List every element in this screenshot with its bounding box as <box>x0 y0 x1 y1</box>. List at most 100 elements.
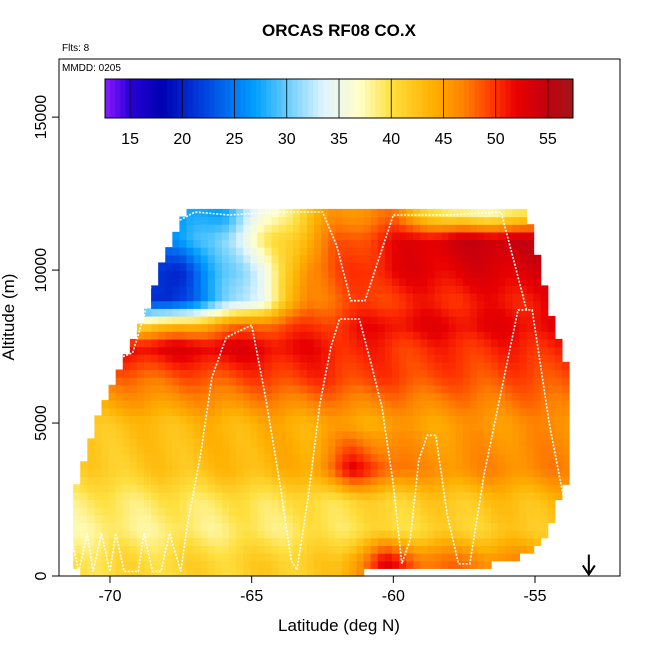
heatmap-cell <box>561 438 570 447</box>
heatmap-cell <box>321 461 329 470</box>
heatmap-cell <box>101 568 110 577</box>
heatmap-cell <box>413 277 421 286</box>
heatmap-cell <box>306 262 315 271</box>
heatmap-cell <box>377 354 386 363</box>
heatmap-cell <box>462 553 471 562</box>
heatmap-cell <box>229 231 237 241</box>
heatmap-cell <box>200 277 209 286</box>
heatmap-cell <box>420 354 428 363</box>
heatmap-cell <box>434 461 443 470</box>
heatmap-cell <box>299 453 308 462</box>
heatmap-cell <box>221 568 230 577</box>
heatmap-cell <box>399 499 407 508</box>
heatmap-cell <box>399 277 407 286</box>
heatmap-cell <box>512 354 521 363</box>
heatmap-cell <box>207 430 216 439</box>
heatmap-cell <box>136 438 145 447</box>
heatmap-cell <box>179 384 188 394</box>
heatmap-cell <box>434 285 443 294</box>
heatmap-cell <box>236 560 244 569</box>
heatmap-cell <box>122 507 131 516</box>
heatmap-cell <box>158 315 166 325</box>
heatmap-cell <box>229 216 237 225</box>
heatmap-cell <box>328 369 336 378</box>
heatmap-cell <box>420 476 428 485</box>
colorbar-swatch <box>162 79 168 118</box>
heatmap-cell <box>455 476 464 485</box>
heatmap-cell <box>406 384 414 394</box>
heatmap-cell <box>207 285 216 294</box>
heatmap-cell <box>498 522 506 531</box>
heatmap-cell <box>285 423 294 432</box>
heatmap-cell <box>519 315 528 325</box>
heatmap-cell <box>476 231 485 241</box>
heatmap-cell <box>257 507 266 516</box>
heatmap-cell <box>158 308 166 317</box>
heatmap-cell <box>441 346 450 355</box>
heatmap-cell <box>384 254 393 264</box>
heatmap-cell <box>512 430 521 439</box>
heatmap-cell <box>271 377 280 386</box>
heatmap-cell <box>144 315 152 325</box>
heatmap-cell <box>406 400 414 409</box>
heatmap-cell <box>462 285 471 294</box>
heatmap-cell <box>420 491 428 501</box>
heatmap-cell <box>526 277 535 286</box>
heatmap-cell <box>158 415 166 424</box>
heatmap-cell <box>236 285 244 294</box>
colorbar-swatch <box>375 79 382 118</box>
heatmap-cell <box>94 461 103 470</box>
heatmap-cell <box>413 315 421 325</box>
heatmap-cell <box>278 285 287 294</box>
heatmap-cell <box>476 239 485 248</box>
heatmap-cell <box>193 415 202 424</box>
heatmap-cell <box>519 423 528 432</box>
heatmap-cell <box>469 308 478 317</box>
heatmap-cell <box>434 407 443 416</box>
heatmap-cell <box>200 415 209 424</box>
heatmap-cell <box>328 377 336 386</box>
heatmap-cell <box>292 530 301 539</box>
heatmap-cell <box>229 384 237 394</box>
colorbar-swatch <box>385 79 392 118</box>
heatmap-cell <box>377 514 386 524</box>
heatmap-cell <box>469 239 478 248</box>
heatmap-cell <box>193 499 202 508</box>
heatmap-cell <box>370 537 379 547</box>
heatmap-cell <box>108 560 117 569</box>
heatmap-cell <box>384 453 393 462</box>
heatmap-cell <box>122 407 131 416</box>
heatmap-cell <box>257 484 266 493</box>
colorbar-swatch <box>245 79 252 118</box>
heatmap-cell <box>391 553 400 562</box>
heatmap-cell <box>94 537 103 547</box>
colorbar-swatch <box>401 79 408 118</box>
heatmap-cell <box>406 468 414 478</box>
heatmap-cell <box>434 247 443 256</box>
heatmap-cell <box>321 453 329 462</box>
heatmap-cell <box>491 484 499 493</box>
heatmap-cell <box>363 285 372 294</box>
heatmap-cell <box>179 231 188 241</box>
heatmap-cell <box>193 423 202 432</box>
heatmap-cell <box>335 346 343 355</box>
heatmap-cell <box>384 216 393 225</box>
heatmap-cell <box>257 293 266 302</box>
heatmap-cell <box>299 315 308 325</box>
heatmap-cell <box>356 514 365 524</box>
heatmap-cell <box>243 507 251 516</box>
heatmap-cell <box>207 560 216 569</box>
heatmap-cell <box>250 423 258 432</box>
heatmap-cell <box>406 407 414 416</box>
heatmap-cell <box>271 293 280 302</box>
heatmap-cell <box>292 285 301 294</box>
heatmap-cell <box>144 484 152 493</box>
heatmap-cell <box>377 262 386 271</box>
heatmap-cell <box>554 423 563 432</box>
heatmap-cell <box>441 407 450 416</box>
heatmap-cell <box>399 415 407 424</box>
heatmap-cell <box>221 415 230 424</box>
heatmap-cell <box>519 445 528 455</box>
heatmap-cell <box>519 461 528 470</box>
heatmap-cell <box>441 445 450 455</box>
